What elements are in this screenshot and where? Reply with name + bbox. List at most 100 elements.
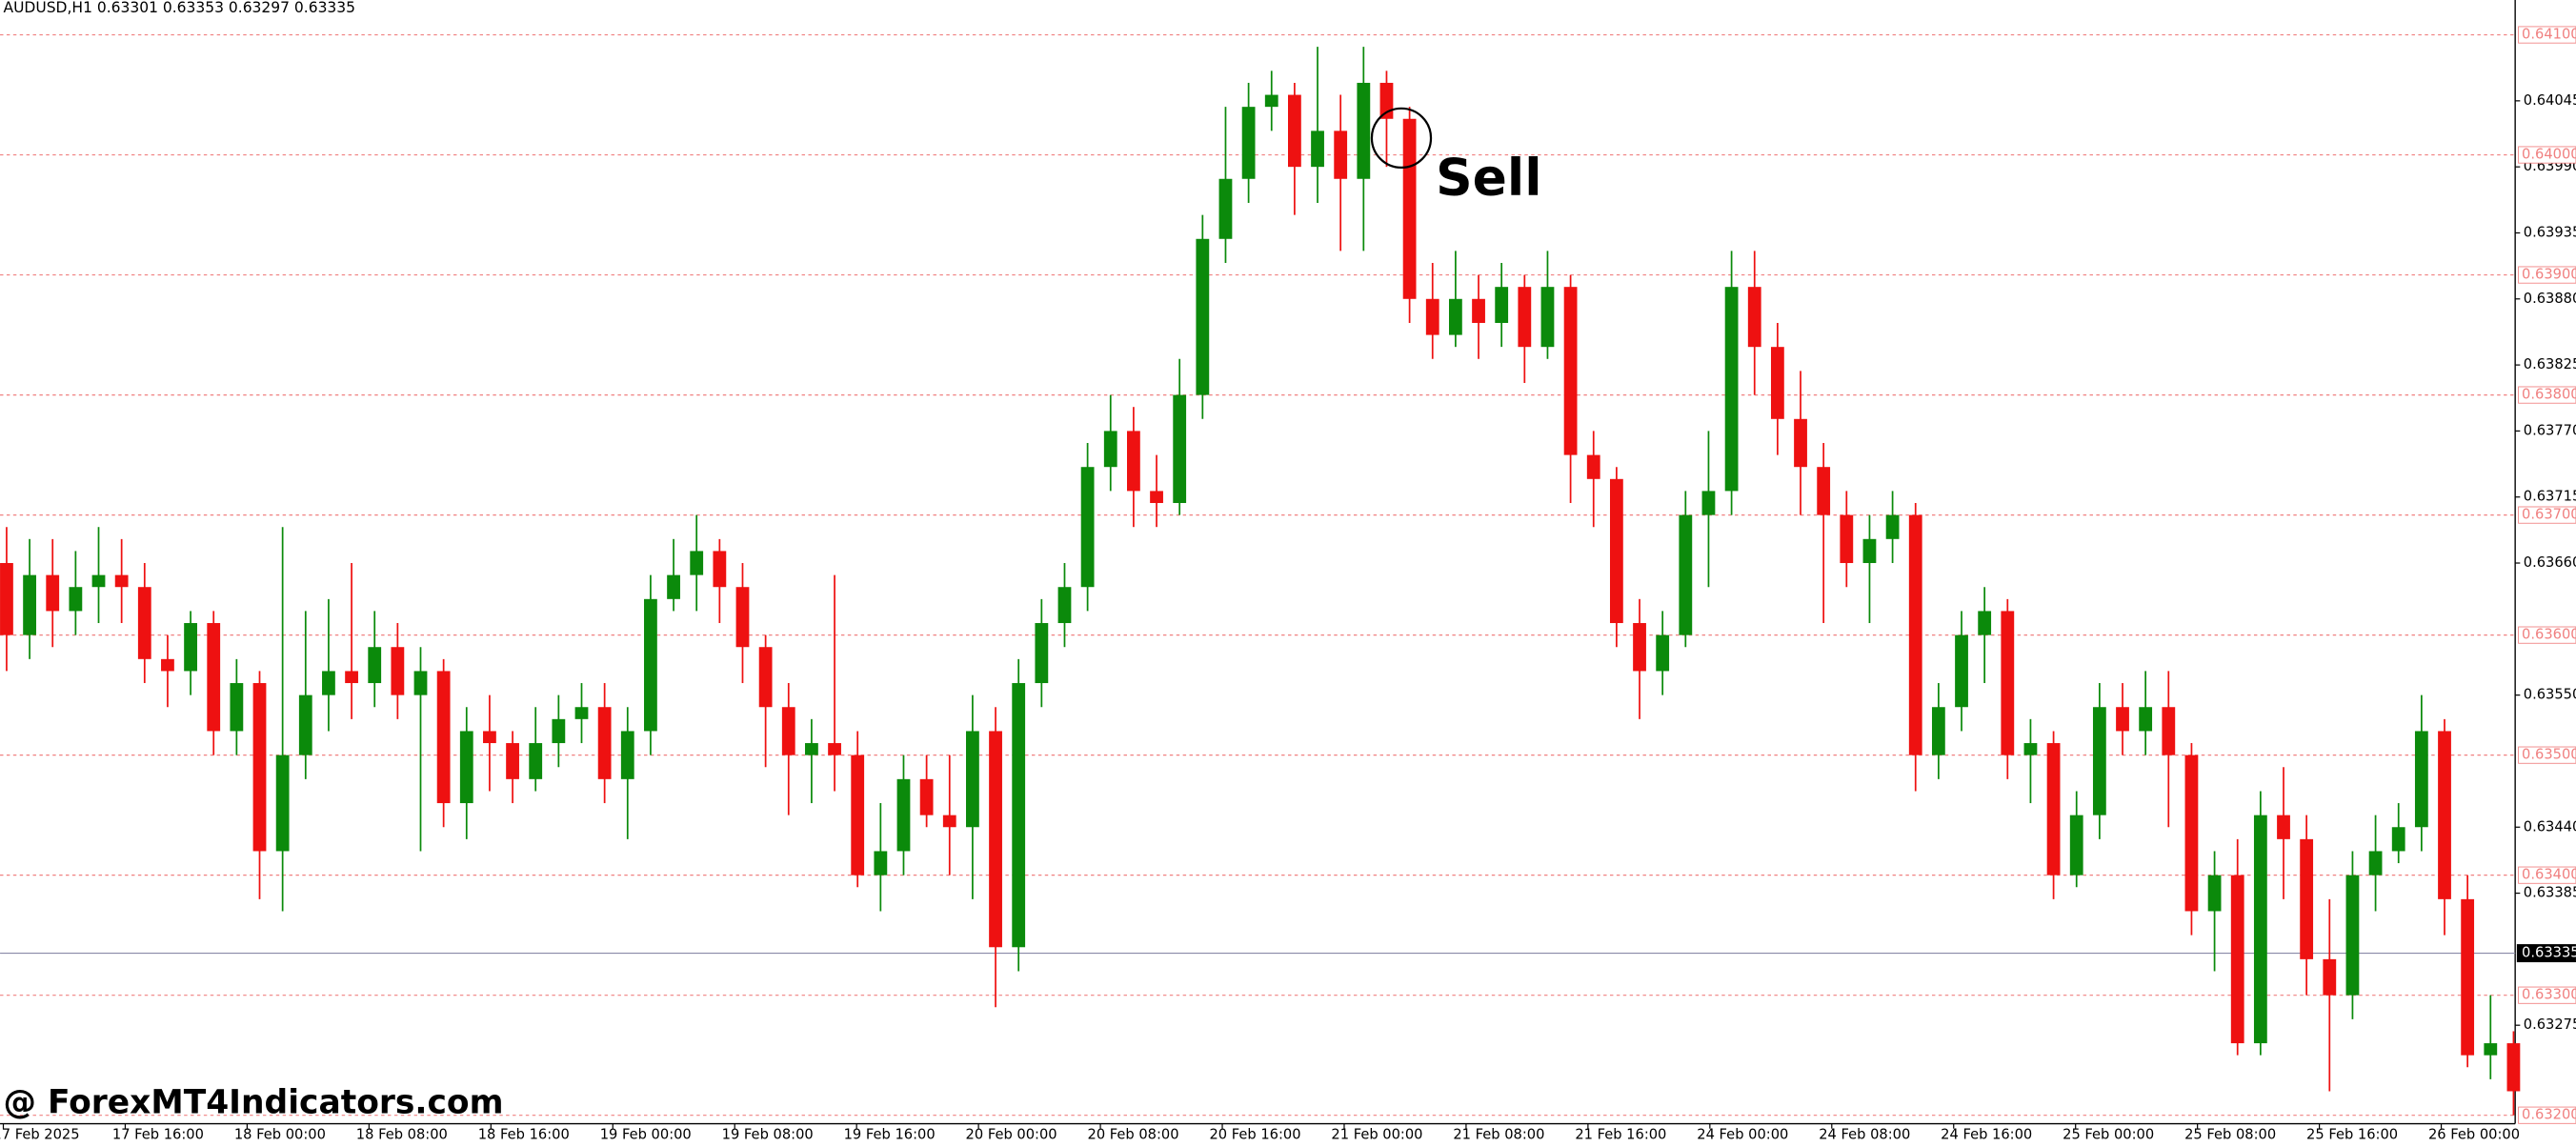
candle-body — [1150, 491, 1163, 504]
candle-body — [851, 755, 865, 875]
candle-body — [2162, 707, 2176, 755]
y-tick-label: 0.63715 — [2524, 489, 2576, 505]
candle-body — [805, 743, 818, 755]
candle-body — [2046, 743, 2061, 875]
level-label: 0.64000 — [2522, 147, 2576, 163]
candle-body — [828, 743, 841, 755]
candle-body — [1218, 178, 1233, 239]
candle-body — [667, 574, 680, 599]
x-tick-label: 24 Feb 16:00 — [1941, 1127, 2032, 1143]
candle-body — [781, 707, 795, 755]
x-tick-label: 19 Feb 00:00 — [600, 1127, 692, 1143]
candle-body — [1747, 287, 1761, 348]
candle-body — [2300, 838, 2314, 959]
y-tick-label: 0.63880 — [2524, 291, 2576, 307]
x-tick-label: 26 Feb 00:00 — [2428, 1127, 2520, 1143]
candle-body — [896, 778, 911, 852]
candle-body — [275, 755, 290, 852]
x-tick-label: 18 Feb 00:00 — [234, 1127, 326, 1143]
candle-body — [1701, 491, 1716, 515]
candle-body — [2506, 1043, 2521, 1092]
candle-body — [2323, 958, 2337, 996]
candle-body — [207, 623, 221, 732]
y-tick-label: 0.63935 — [2524, 224, 2576, 240]
candle-body — [1311, 131, 1324, 168]
x-tick-label: 17 Feb 2025 — [0, 1127, 80, 1143]
candle-body — [23, 574, 36, 635]
candle-body — [161, 658, 174, 672]
x-tick-label: 21 Feb 00:00 — [1331, 1127, 1422, 1143]
candle-body — [2023, 743, 2038, 755]
candle-body — [989, 731, 1002, 948]
candle-body — [574, 707, 589, 719]
y-tick-label: 0.63440 — [2524, 818, 2576, 835]
candle-body — [1885, 514, 1900, 539]
candle-body — [735, 587, 750, 648]
y-tick-label: 0.64045 — [2524, 92, 2576, 109]
candle-body — [1633, 623, 1646, 672]
y-tick-label: 0.63385 — [2524, 885, 2576, 901]
candle-body — [919, 778, 934, 815]
level-label: 0.63200 — [2522, 1107, 2576, 1123]
candle-body — [1495, 287, 1509, 323]
candle-body — [413, 671, 428, 695]
candle-body — [2277, 815, 2290, 839]
candle-body — [2414, 731, 2428, 828]
candle-body — [1425, 298, 1439, 335]
x-tick-label: 18 Feb 08:00 — [356, 1127, 448, 1143]
candle-body — [874, 851, 888, 875]
candle-body — [1908, 514, 1922, 755]
candle-body — [1012, 683, 1026, 948]
candle-body — [2001, 611, 2015, 755]
candle-body — [758, 647, 773, 708]
candle-body — [2461, 898, 2475, 1056]
candle-body — [2391, 827, 2405, 852]
candle-body — [459, 731, 473, 804]
candle-body — [1518, 287, 1532, 348]
level-label: 0.63500 — [2522, 747, 2576, 763]
candle-body — [46, 574, 60, 612]
candle-body — [690, 551, 704, 575]
candle-body — [391, 647, 405, 695]
candle-body — [597, 707, 612, 779]
x-tick-label: 21 Feb 08:00 — [1453, 1127, 1544, 1143]
candle-body — [1472, 298, 1485, 323]
candle-body — [1609, 478, 1623, 624]
candle-body — [1241, 107, 1256, 179]
candle-body — [1357, 82, 1371, 179]
sell-label: Sell — [1436, 147, 1541, 207]
candle-body — [230, 683, 244, 732]
candle-body — [1334, 131, 1348, 179]
current-price-label: 0.63335 — [2522, 945, 2576, 961]
candle-body — [1840, 514, 1854, 564]
candle-body — [552, 718, 566, 744]
candle-body — [2345, 875, 2360, 996]
candle-body — [2139, 707, 2153, 732]
x-tick-label: 24 Feb 08:00 — [1819, 1127, 1910, 1143]
candle-body — [1563, 287, 1578, 455]
x-tick-label: 25 Feb 00:00 — [2063, 1127, 2154, 1143]
candle-body — [506, 743, 519, 779]
candle-body — [966, 731, 979, 828]
candle-body — [1127, 431, 1140, 492]
candle-body — [1540, 287, 1555, 348]
y-tick-label: 0.63770 — [2524, 422, 2576, 438]
x-tick-label: 19 Feb 16:00 — [844, 1127, 936, 1143]
candle-body — [1724, 287, 1739, 492]
level-label: 0.63900 — [2522, 267, 2576, 283]
candle-body — [1080, 467, 1095, 588]
candle-body — [2184, 755, 2199, 912]
x-tick-label: 19 Feb 08:00 — [722, 1127, 814, 1143]
candle-body — [114, 574, 129, 588]
level-label: 0.63700 — [2522, 507, 2576, 523]
candle-body — [529, 743, 543, 779]
level-label: 0.63400 — [2522, 867, 2576, 883]
y-tick-label: 0.63825 — [2524, 356, 2576, 372]
candle-body — [2438, 731, 2451, 899]
candle-body — [69, 587, 83, 612]
candle-body — [298, 694, 312, 755]
x-tick-label: 25 Feb 16:00 — [2306, 1127, 2398, 1143]
x-tick-label: 20 Feb 00:00 — [966, 1127, 1057, 1143]
